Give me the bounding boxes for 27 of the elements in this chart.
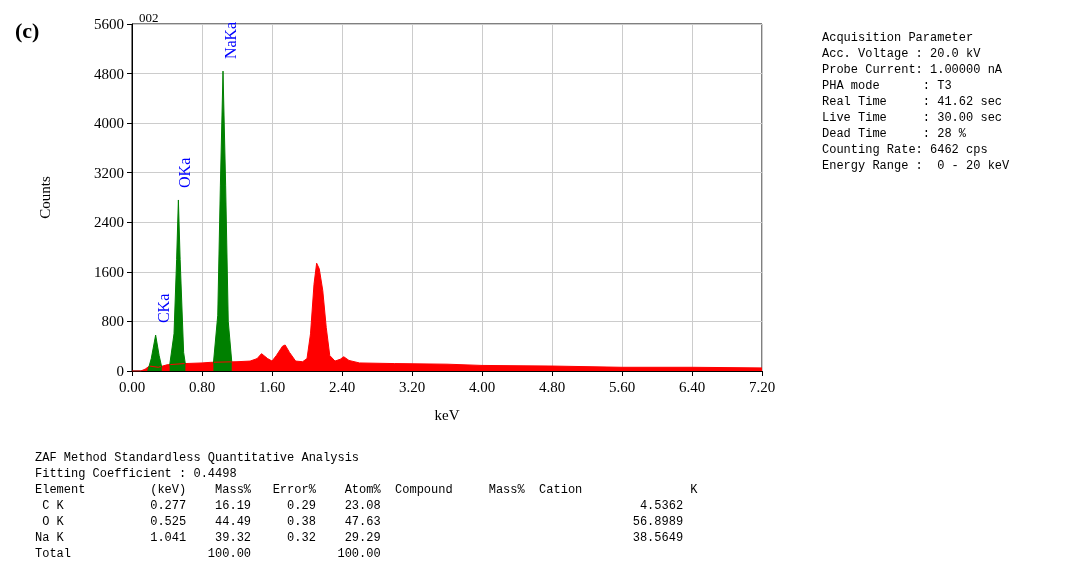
x-tick-label: 7.20: [748, 378, 776, 395]
x-tick-label: 0.80: [188, 378, 216, 395]
x-tick-label: 4.80: [538, 378, 566, 395]
y-tick-label: 800: [101, 313, 124, 330]
y-tick-label: 4800: [94, 65, 124, 82]
annotation: NaKa: [221, 21, 239, 60]
x-axis-title: keV: [434, 406, 460, 423]
x-tick-label: 1.60: [258, 378, 286, 395]
y-tick-label: 1600: [94, 263, 124, 280]
x-tick-label: 2.40: [328, 378, 356, 395]
y-tick-label: 5600: [94, 16, 124, 32]
x-tick-label: 0.00: [118, 378, 146, 395]
y-tick-label: 0: [116, 363, 124, 379]
x-tick-label: 5.60: [608, 378, 636, 395]
x-tick-label: 4.00: [468, 378, 496, 395]
annotation: OKa: [176, 157, 194, 188]
chart-title: (c): [15, 17, 40, 43]
text: Acquisition Parameter Acc. Voltage : 20.0 kV Probe Current: 1.00000 nA PHA mode : T3 Real Time : 41.62 sec Live Time : 30.00 sec Dead Time : 28 % Counting Rate: 6462 cps Energy Range : 0 - 20 keV: [822, 31, 1010, 173]
chart-subtitle: 002: [139, 10, 159, 25]
y-axis-title: Counts: [36, 176, 53, 219]
annotation: CKa: [154, 293, 172, 324]
x-tick-label: 3.20: [398, 378, 426, 395]
y-tick-label: 4000: [94, 115, 124, 132]
x-tick-label: 6.40: [678, 378, 706, 395]
y-tick-label: 3200: [94, 164, 124, 181]
y-tick-label: 2400: [94, 214, 124, 231]
text: ZAF Method Standardless Quantitative Analysis Fitting Coefficient : 0.4498 Element (keV) Mass% Error% Atom% Compound Mass% Cation K C K 0.277 16.19 0.29 23.08 4.5362 O K 0.525 44.49 0.38 47.63 56.8989 Na K 1.041 39.32 0.32 29.29 38.5649 Total 100.00 100.00: [35, 451, 699, 561]
